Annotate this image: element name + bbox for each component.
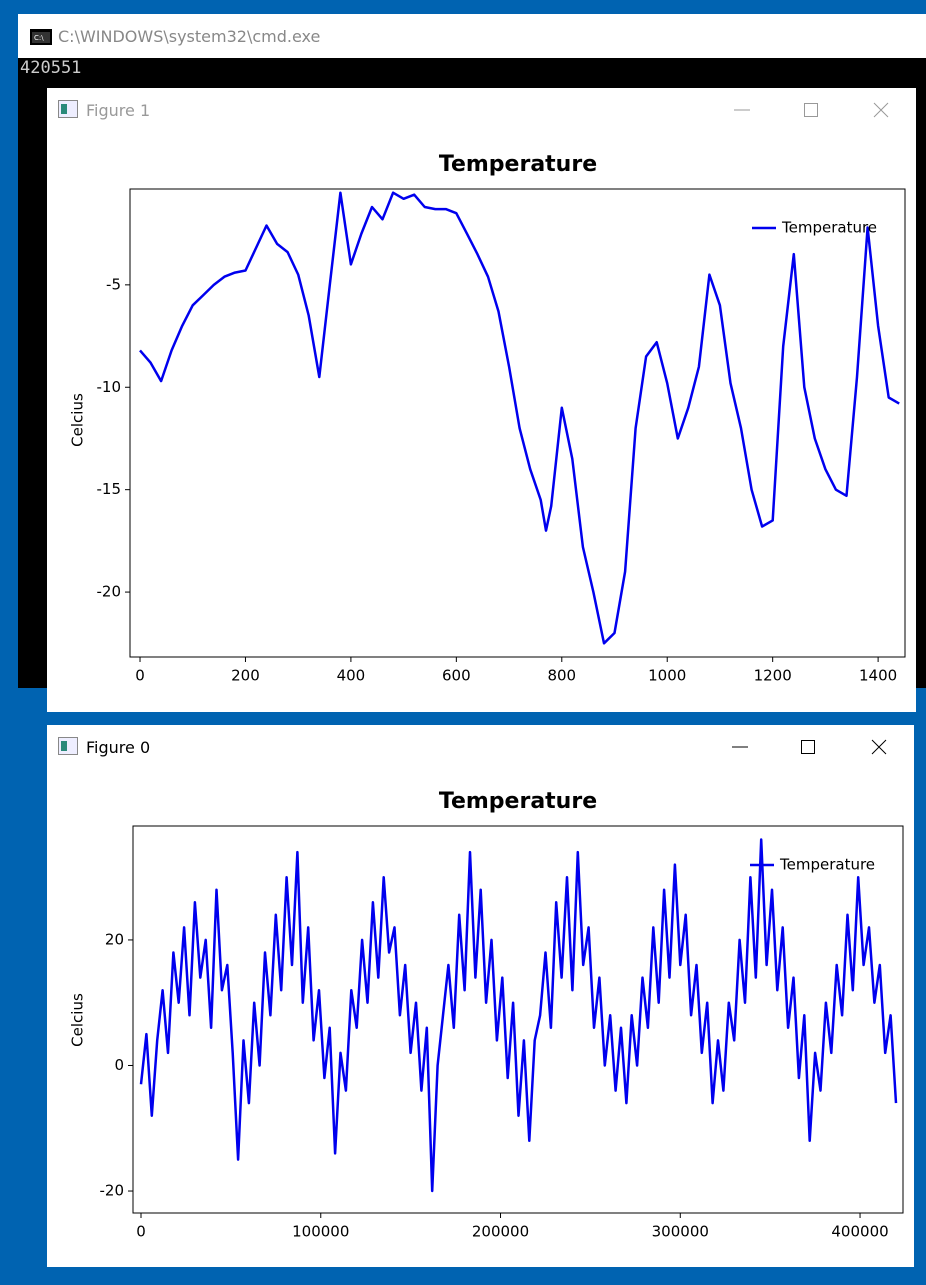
console-output: 420551: [20, 58, 82, 78]
figure-title: Figure 0: [86, 738, 151, 757]
figure-icon: [58, 100, 78, 118]
x-tick-label: 400: [337, 667, 366, 685]
y-axis-label: Celcius: [69, 993, 87, 1047]
y-tick-label: -20: [100, 1182, 125, 1200]
y-tick-label: 20: [105, 930, 124, 948]
x-tick-label: 1000: [648, 667, 686, 685]
maximize-button[interactable]: [804, 103, 818, 117]
y-axis-label: Celcius: [69, 393, 87, 447]
chart-title: Temperature: [439, 789, 597, 814]
y-tick-label: -5: [106, 275, 121, 293]
console-title: C:\WINDOWS\system32\cmd.exe: [58, 27, 321, 46]
data-line: [139, 838, 898, 1193]
x-tick-label: 600: [442, 667, 471, 685]
figure-canvas: Temperature Celcius -20 -15 -10 -5 0 200 400 600 8…: [69, 152, 906, 685]
window-controls: [734, 102, 889, 118]
x-tick-label: 200: [231, 667, 260, 685]
y-tick-label: 0: [114, 1056, 124, 1074]
figure-icon: [58, 737, 78, 755]
x-tick-label: 200000: [472, 1223, 529, 1241]
x-tick-label: 300000: [652, 1223, 709, 1241]
figure-title-bar: Figure 0: [47, 725, 914, 770]
plot-frame: [129, 188, 906, 658]
data-line: [139, 191, 900, 645]
svg-text:C:\: C:\: [34, 34, 44, 42]
console-icon: C:\: [30, 29, 52, 45]
y-tick-label: -15: [97, 480, 122, 498]
y-tick-label: -20: [97, 583, 122, 601]
figure-title-bar: Figure 1: [47, 88, 916, 132]
plot-frame: [132, 825, 904, 1214]
maximize-button[interactable]: [801, 740, 815, 754]
figure-window: Figure 0 Temperature Celcius -20 0 20 0 100000…: [47, 725, 914, 1267]
x-tick-label: 0: [135, 667, 145, 685]
close-button[interactable]: [873, 102, 889, 118]
x-tick-label: 100000: [292, 1223, 349, 1241]
x-tick-label: 0: [136, 1223, 146, 1241]
legend-label: Temperature: [779, 856, 875, 874]
window-controls: [732, 739, 887, 755]
y-tick-label: -10: [97, 378, 122, 396]
chart-title: Temperature: [439, 152, 597, 177]
legend-label: Temperature: [781, 219, 877, 237]
console-title-bar: C:\ C:\WINDOWS\system32\cmd.exe: [18, 14, 926, 58]
figure-window: Figure 1 Temperature Celcius -20 -15 -10 -5 0 2…: [47, 88, 916, 712]
figure-canvas: Temperature Celcius -20 0 20 0 100000 200000 300…: [69, 789, 904, 1241]
close-button[interactable]: [871, 739, 887, 755]
x-tick-label: 400000: [831, 1223, 888, 1241]
x-tick-label: 1200: [754, 667, 792, 685]
figure-title: Figure 1: [86, 101, 151, 120]
x-tick-label: 800: [547, 667, 576, 685]
x-tick-label: 1400: [859, 667, 897, 685]
